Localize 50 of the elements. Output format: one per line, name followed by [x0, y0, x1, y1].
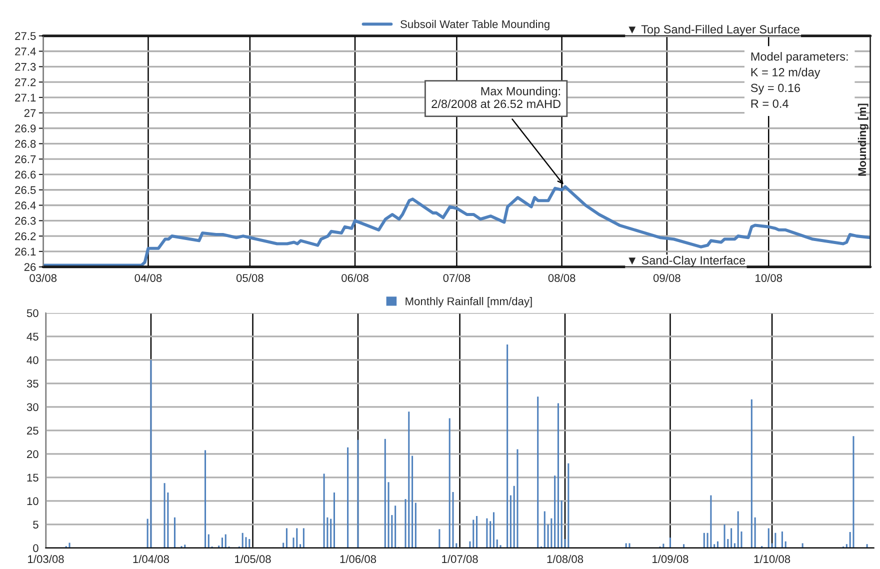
y-tick-label: 50 — [26, 309, 38, 318]
x-tick-label: 03/08 — [30, 274, 57, 282]
legend-label: Monthly Rainfall [mm/day] — [406, 297, 532, 308]
x-tick-label: 05/08 — [236, 274, 264, 282]
x-tick-label: 04/08 — [134, 274, 162, 282]
y-tick-label: 26.7 — [15, 155, 36, 164]
ref-line-label: ▼ Sand-Clay Interface — [628, 256, 746, 267]
x-tick-label: 06/08 — [342, 274, 368, 282]
y-tick-label: 10 — [27, 497, 38, 506]
y-tick-label: 26.5 — [15, 186, 36, 194]
y-tick-label: 26.1 — [15, 248, 36, 256]
x-tick-label: 10/08 — [756, 274, 782, 282]
y-tick-label: 20 — [27, 450, 38, 458]
y-tick-label: 26 — [24, 263, 36, 271]
x-tick-label: 07/08 — [443, 274, 470, 282]
y-tick-label: 27.5 — [15, 32, 36, 40]
y-tick-label: 27 — [24, 109, 36, 117]
y-tick-label: 40 — [26, 356, 38, 364]
y-tick-label: 45 — [26, 332, 38, 341]
x-tick-label: 1/09/08 — [652, 554, 688, 564]
y-tick-label: 25 — [27, 426, 38, 435]
x-tick-label: 09/08 — [653, 274, 680, 282]
y-tick-label: 26.6 — [15, 170, 36, 179]
x-tick-label: 1/03/08 — [28, 554, 64, 564]
y-tick-label: 26.2 — [15, 232, 36, 240]
x-tick-label: 1/08/08 — [547, 554, 584, 564]
x-tick-label: 1/10/08 — [754, 554, 790, 564]
y-tick-label: 27.2 — [15, 78, 36, 86]
y-tick-label: 26.9 — [15, 124, 36, 132]
x-tick-label: 1/06/08 — [340, 554, 376, 564]
y-tick-label: 26.4 — [15, 202, 36, 210]
legend-label: Subsoil Water Table Mounding — [400, 20, 550, 30]
y-tick-label: 0 — [33, 544, 38, 552]
y-tick-label: 27.1 — [15, 94, 36, 102]
x-tick-label: 1/07/08 — [442, 554, 478, 564]
x-tick-label: 08/08 — [548, 274, 576, 282]
y-tick-label: 15 — [27, 474, 38, 482]
x-tick-label: 1/04/08 — [133, 554, 170, 564]
y-tick-label: 26.8 — [15, 140, 36, 148]
y-tick-label: 5 — [33, 520, 38, 529]
annotation: Model parameters: K = 12 m/day Sy = 0.16 R = 0.4 — [750, 52, 848, 108]
y2-axis-title: Mounding [m] — [858, 104, 868, 176]
annotation: Max Mounding: 2/8/2008 at 26.52 mAHD — [432, 86, 560, 108]
y-tick-label: 30 — [26, 403, 38, 412]
x-tick-label: 1/05/08 — [235, 554, 271, 564]
y-tick-label: 27.3 — [15, 62, 36, 71]
ref-line-label: ▼ Top Sand-Filled Layer Surface — [628, 24, 800, 36]
y-tick-label: 26.3 — [15, 216, 36, 225]
y-tick-label: 35 — [26, 380, 38, 388]
y-tick-label: 27.4 — [15, 48, 36, 56]
